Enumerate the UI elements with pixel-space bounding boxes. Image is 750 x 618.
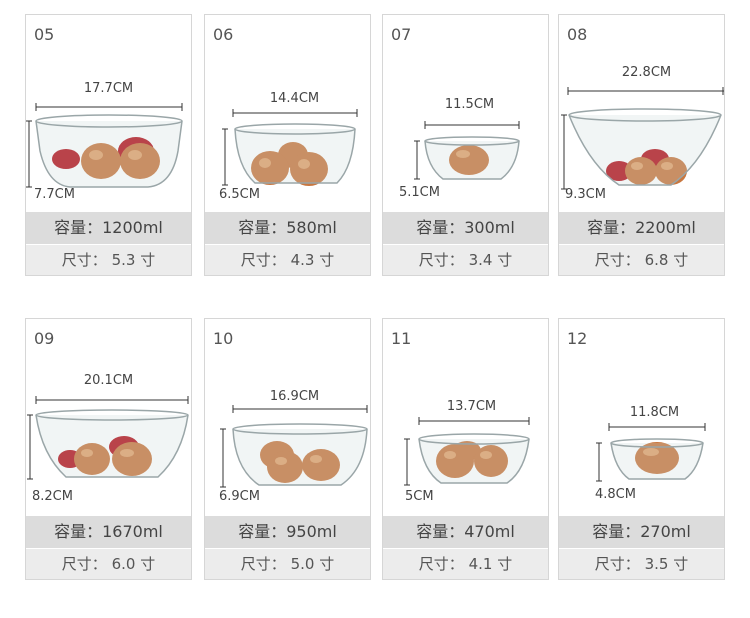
capacity-label: 容量：580ml — [205, 212, 370, 244]
bowl-photo — [26, 359, 191, 517]
width-label: 11.5CM — [444, 97, 495, 112]
capacity-label: 容量：470ml — [383, 516, 548, 548]
height-label: 8.2CM — [32, 489, 73, 504]
product-number: 09 — [34, 329, 55, 348]
product-number: 06 — [213, 25, 234, 44]
glass-bowl-icon — [220, 405, 368, 488]
bowl-photo — [26, 55, 191, 213]
product-card-12: 12 11.8CM 4.8CM 容量：270ml 尺寸： 3.5 寸 — [558, 318, 725, 580]
glass-bowl-icon — [26, 103, 183, 188]
product-number: 08 — [567, 25, 588, 44]
glass-bowl-icon — [27, 396, 189, 480]
divider — [383, 244, 548, 245]
bowl-photo — [559, 55, 724, 213]
height-label: 7.7CM — [34, 187, 75, 202]
size-label: 尺寸： 6.0 寸 — [26, 549, 191, 579]
glass-bowl-icon — [596, 423, 706, 482]
size-label: 尺寸： 4.3 寸 — [205, 245, 370, 275]
bowl-photo — [205, 359, 370, 517]
height-label: 4.8CM — [595, 487, 636, 502]
divider — [205, 548, 370, 549]
glass-bowl-icon — [414, 121, 520, 180]
size-label: 尺寸： 3.4 寸 — [383, 245, 548, 275]
egg-icon — [290, 152, 328, 186]
product-number: 07 — [391, 25, 412, 44]
glass-bowl-icon — [561, 87, 724, 190]
bowl-photo — [383, 359, 548, 517]
glass-bowl-icon — [404, 417, 530, 486]
divider — [383, 548, 548, 549]
size-label: 尺寸： 6.8 寸 — [559, 245, 724, 275]
product-card-10: 10 16.9CM 6.9CM 容量：950ml 尺寸： 5.0 寸 — [204, 318, 371, 580]
product-card-07: 07 11.5CM 5.1CM 容量：300ml 尺寸： 3.4 寸 — [382, 14, 549, 276]
product-card-09: 09 20.1CM 8.2CM 容量：1670ml 尺寸： 6.0 寸 — [25, 318, 192, 580]
width-label: 16.9CM — [269, 389, 320, 404]
height-label: 6.9CM — [219, 489, 260, 504]
divider — [26, 244, 191, 245]
glass-bowl-icon — [222, 109, 358, 186]
size-label: 尺寸： 5.3 寸 — [26, 245, 191, 275]
divider — [559, 548, 724, 549]
height-label: 6.5CM — [219, 187, 260, 202]
divider — [205, 244, 370, 245]
width-label: 20.1CM — [83, 373, 134, 388]
capacity-label: 容量：1670ml — [26, 516, 191, 548]
product-number: 05 — [34, 25, 55, 44]
capacity-label: 容量：950ml — [205, 516, 370, 548]
bowl-photo — [205, 55, 370, 213]
height-label: 5.1CM — [399, 185, 440, 200]
product-number: 11 — [391, 329, 412, 348]
product-card-06: 06 14.4CM 6.5CM 容量：580ml 尺寸： 4.3 寸 — [204, 14, 371, 276]
egg-icon — [251, 151, 289, 185]
apple-icon — [52, 149, 80, 169]
width-label: 22.8CM — [621, 65, 672, 80]
width-label: 17.7CM — [83, 81, 134, 96]
apple-icon — [606, 161, 632, 181]
bowl-photo — [383, 55, 548, 213]
product-number: 12 — [567, 329, 588, 348]
capacity-label: 容量：270ml — [559, 516, 724, 548]
height-label: 5CM — [405, 489, 434, 504]
product-card-11: 11 13.7CM 5CM 容量：470ml 尺寸： 4.1 寸 — [382, 318, 549, 580]
product-card-08: 08 22.8CM 9.3CM 容量：2200ml 尺寸： 6.8 寸 — [558, 14, 725, 276]
capacity-label: 容量：2200ml — [559, 212, 724, 244]
size-label: 尺寸： 4.1 寸 — [383, 549, 548, 579]
height-label: 9.3CM — [565, 187, 606, 202]
width-label: 13.7CM — [446, 399, 497, 414]
width-label: 11.8CM — [629, 405, 680, 420]
width-label: 14.4CM — [269, 91, 320, 106]
bowl-photo — [559, 359, 724, 517]
size-label: 尺寸： 5.0 寸 — [205, 549, 370, 579]
divider — [559, 244, 724, 245]
product-number: 10 — [213, 329, 234, 348]
divider — [26, 548, 191, 549]
capacity-label: 容量：300ml — [383, 212, 548, 244]
product-card-05: 05 17.7CM 7.7CM 容量：1200ml 尺寸： 5.3 寸 — [25, 14, 192, 276]
size-label: 尺寸： 3.5 寸 — [559, 549, 724, 579]
capacity-label: 容量：1200ml — [26, 212, 191, 244]
